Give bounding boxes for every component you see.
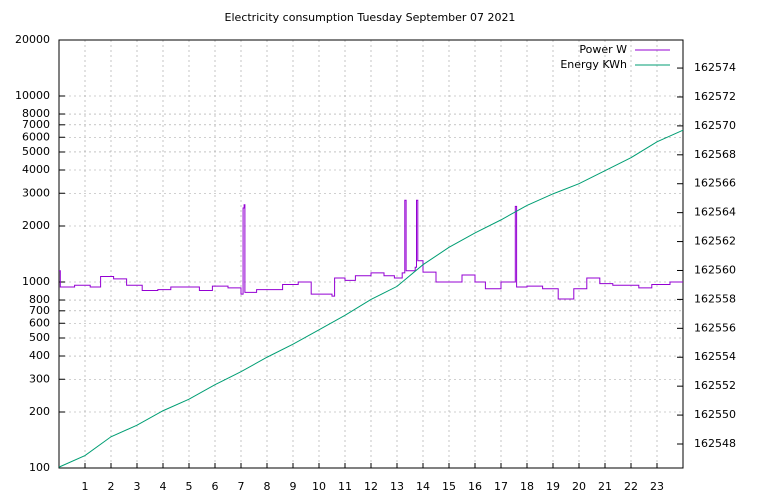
- y-tick-label: 400: [29, 349, 50, 362]
- y-tick-label: 3000: [22, 186, 50, 199]
- x-tick-label: 17: [494, 480, 508, 493]
- legend-label: Energy KWh: [560, 58, 627, 71]
- x-tick-label: 21: [598, 480, 612, 493]
- y2-tick-label: 162566: [694, 177, 736, 190]
- x-tick-label: 10: [312, 480, 326, 493]
- y2-tick-label: 162564: [694, 206, 736, 219]
- y-tick-label: 800: [29, 293, 50, 306]
- plot-frame: [58, 39, 684, 469]
- y-tick-label: 600: [29, 316, 50, 329]
- y-tick-label: 6000: [22, 130, 50, 143]
- x-tick-label: 8: [264, 480, 271, 493]
- x-tick-label: 3: [134, 480, 141, 493]
- y2-tick-label: 162562: [694, 235, 736, 248]
- x-tick-label: 19: [546, 480, 560, 493]
- y2-tick-label: 162574: [694, 61, 736, 74]
- y2-tick-label: 162568: [694, 148, 736, 161]
- y-tick-label: 300: [29, 372, 50, 385]
- y2-tick-label: 162552: [694, 379, 736, 392]
- x-tick-label: 2: [108, 480, 115, 493]
- x-tick-label: 6: [212, 480, 219, 493]
- y2-tick-label: 162554: [694, 350, 736, 363]
- x-tick-label: 23: [650, 480, 664, 493]
- x-tick-label: 15: [442, 480, 456, 493]
- x-tick-label: 4: [160, 480, 167, 493]
- y2-tick-label: 162572: [694, 90, 736, 103]
- y2-tick-label: 162570: [694, 119, 736, 132]
- x-tick-label: 5: [186, 480, 193, 493]
- x-tick-label: 11: [338, 480, 352, 493]
- y2-tick-label: 162560: [694, 263, 736, 276]
- y2-tick-label: 162548: [694, 437, 736, 450]
- y-tick-label: 7000: [22, 118, 50, 131]
- series-line: [59, 199, 683, 300]
- x-tick-label: 22: [624, 480, 638, 493]
- y-tick-label: 500: [29, 331, 50, 344]
- y-tick-label: 100: [29, 461, 50, 474]
- y-tick-label: 200: [29, 405, 50, 418]
- y-tick-label: 2000: [22, 219, 50, 232]
- x-tick-label: 13: [390, 480, 404, 493]
- y-tick-label: 10000: [15, 89, 50, 102]
- y2-tick-label: 162556: [694, 321, 736, 334]
- legend-label: Power W: [579, 43, 627, 56]
- x-tick-label: 16: [468, 480, 482, 493]
- x-tick-label: 14: [416, 480, 430, 493]
- y2-tick-label: 162558: [694, 292, 736, 305]
- y2-tick-label: 162550: [694, 408, 736, 421]
- x-tick-label: 18: [520, 480, 534, 493]
- series-line: [58, 129, 684, 468]
- x-tick-label: 20: [572, 480, 586, 493]
- x-tick-label: 1: [82, 480, 89, 493]
- y-tick-label: 4000: [22, 163, 50, 176]
- y-tick-label: 5000: [22, 145, 50, 158]
- x-tick-label: 12: [364, 480, 378, 493]
- y-tick-label: 700: [29, 304, 50, 317]
- chart-title: Electricity consumption Tuesday Septembe…: [225, 11, 516, 24]
- y-tick-label: 8000: [22, 107, 50, 120]
- x-tick-label: 7: [238, 480, 245, 493]
- x-tick-label: 9: [290, 480, 297, 493]
- y-tick-label: 1000: [22, 275, 50, 288]
- y-tick-label: 20000: [15, 33, 50, 46]
